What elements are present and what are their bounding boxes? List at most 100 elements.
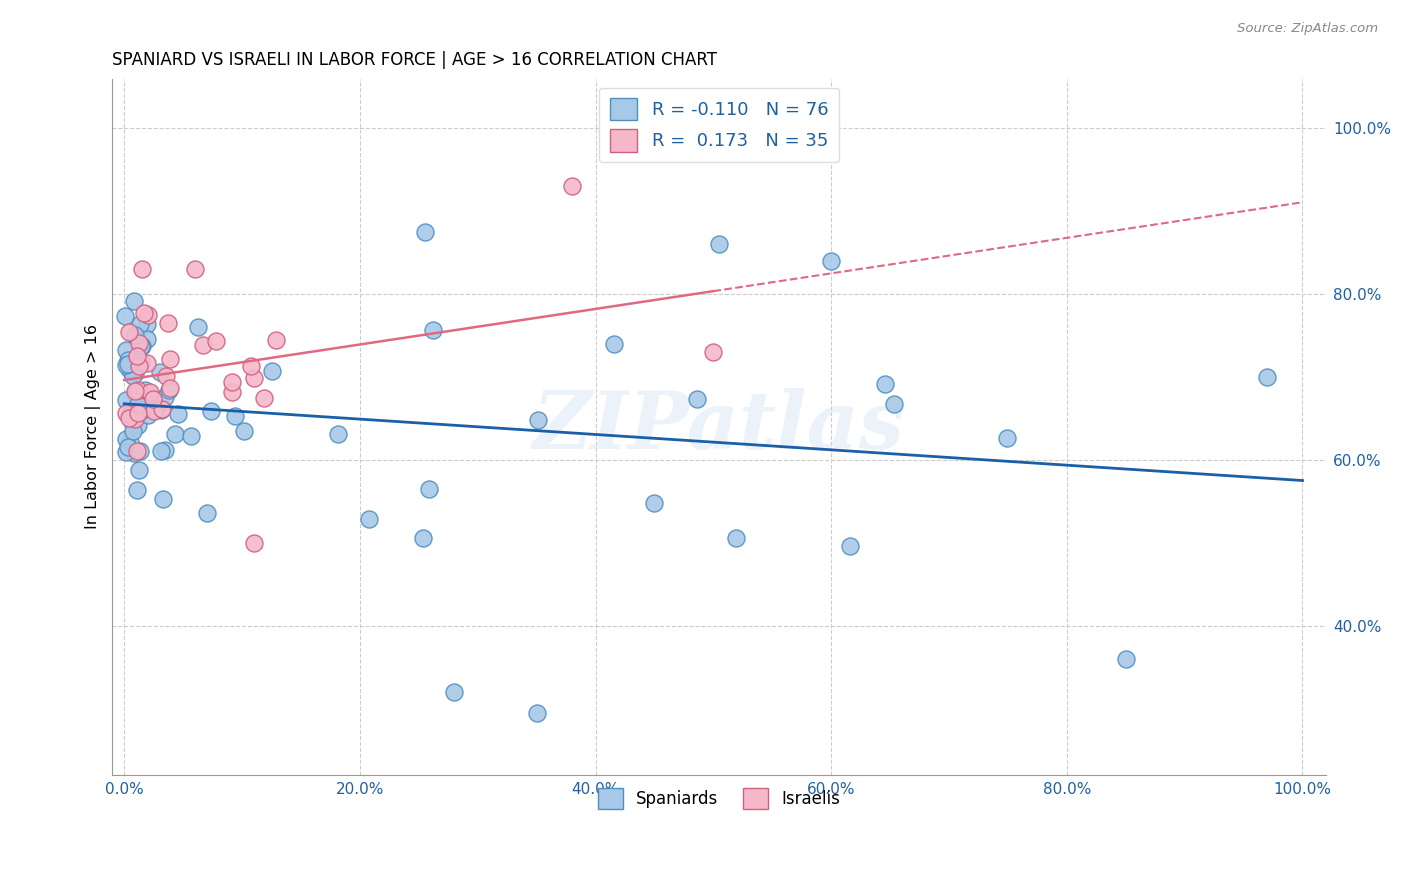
Point: [603, 336, 626, 351]
Point: [195, 506, 218, 520]
Point: [117, 358, 139, 372]
Point: [875, 377, 897, 392]
Point: [117, 440, 139, 454]
Text: SPANIARD VS ISRAELI IN LABOR FORCE | AGE > 16 CORRELATION CHART: SPANIARD VS ISRAELI IN LABOR FORCE | AGE…: [112, 51, 717, 69]
Point: [233, 424, 256, 438]
Point: [150, 401, 173, 416]
Point: [159, 352, 181, 367]
Point: [243, 535, 266, 549]
Legend: Spaniards, Israelis: Spaniards, Israelis: [591, 781, 848, 815]
Point: [180, 428, 202, 442]
Point: [839, 539, 862, 553]
Point: [157, 383, 180, 397]
Point: [127, 397, 149, 411]
Point: [143, 402, 166, 417]
Point: [262, 364, 284, 378]
Point: [243, 371, 266, 385]
Point: [131, 339, 153, 353]
Point: [153, 443, 176, 458]
Point: [129, 317, 152, 331]
Point: [131, 262, 153, 277]
Point: [191, 337, 214, 351]
Point: [134, 384, 156, 398]
Point: [136, 333, 159, 347]
Point: [359, 512, 381, 526]
Point: [253, 391, 276, 405]
Point: [686, 392, 709, 406]
Point: [118, 361, 141, 376]
Point: [127, 350, 149, 364]
Point: [122, 444, 145, 458]
Point: [131, 339, 153, 353]
Point: [165, 427, 187, 442]
Point: [122, 424, 145, 438]
Point: [200, 403, 222, 417]
Point: [127, 384, 149, 398]
Point: [224, 409, 246, 423]
Point: [184, 262, 207, 277]
Point: [1115, 652, 1137, 666]
Point: [127, 406, 149, 420]
Point: [129, 403, 152, 417]
Point: [118, 434, 141, 449]
Point: [136, 308, 159, 322]
Point: [159, 381, 181, 395]
Point: [149, 365, 172, 379]
Point: [709, 237, 731, 252]
Point: [820, 254, 842, 268]
Point: [187, 319, 209, 334]
Point: [121, 414, 143, 428]
Point: [136, 356, 159, 370]
Point: [114, 406, 136, 420]
Point: [114, 432, 136, 446]
Point: [114, 310, 136, 324]
Point: [418, 482, 440, 496]
Point: [124, 328, 146, 343]
Point: [142, 392, 165, 406]
Point: [166, 407, 188, 421]
Point: [157, 316, 180, 330]
Point: [205, 334, 228, 348]
Point: [702, 345, 724, 359]
Point: [124, 384, 146, 398]
Point: [124, 366, 146, 380]
Point: [122, 293, 145, 308]
Point: [129, 443, 152, 458]
Point: [155, 368, 177, 383]
Point: [114, 358, 136, 372]
Point: [118, 325, 141, 339]
Point: [643, 496, 665, 510]
Point: [139, 384, 162, 399]
Point: [526, 706, 548, 720]
Point: [128, 385, 150, 400]
Y-axis label: In Labor Force | Age > 16: In Labor Force | Age > 16: [86, 324, 101, 529]
Point: [152, 492, 174, 507]
Point: [412, 531, 434, 545]
Point: [1256, 370, 1278, 384]
Point: [136, 408, 159, 422]
Point: [725, 532, 748, 546]
Point: [115, 393, 138, 408]
Point: [115, 343, 138, 358]
Point: [125, 483, 148, 497]
Point: [127, 418, 149, 433]
Point: [561, 179, 583, 194]
Point: [149, 443, 172, 458]
Point: [124, 387, 146, 401]
Point: [118, 407, 141, 421]
Point: [136, 317, 159, 331]
Point: [125, 443, 148, 458]
Point: [124, 446, 146, 460]
Point: [995, 431, 1018, 445]
Point: [264, 333, 287, 347]
Point: [128, 359, 150, 373]
Point: [221, 385, 243, 400]
Point: [153, 390, 176, 404]
Point: [443, 685, 465, 699]
Point: [239, 359, 262, 374]
Point: [883, 397, 905, 411]
Point: [128, 336, 150, 351]
Text: Source: ZipAtlas.com: Source: ZipAtlas.com: [1237, 22, 1378, 36]
Point: [326, 427, 349, 442]
Point: [131, 403, 153, 417]
